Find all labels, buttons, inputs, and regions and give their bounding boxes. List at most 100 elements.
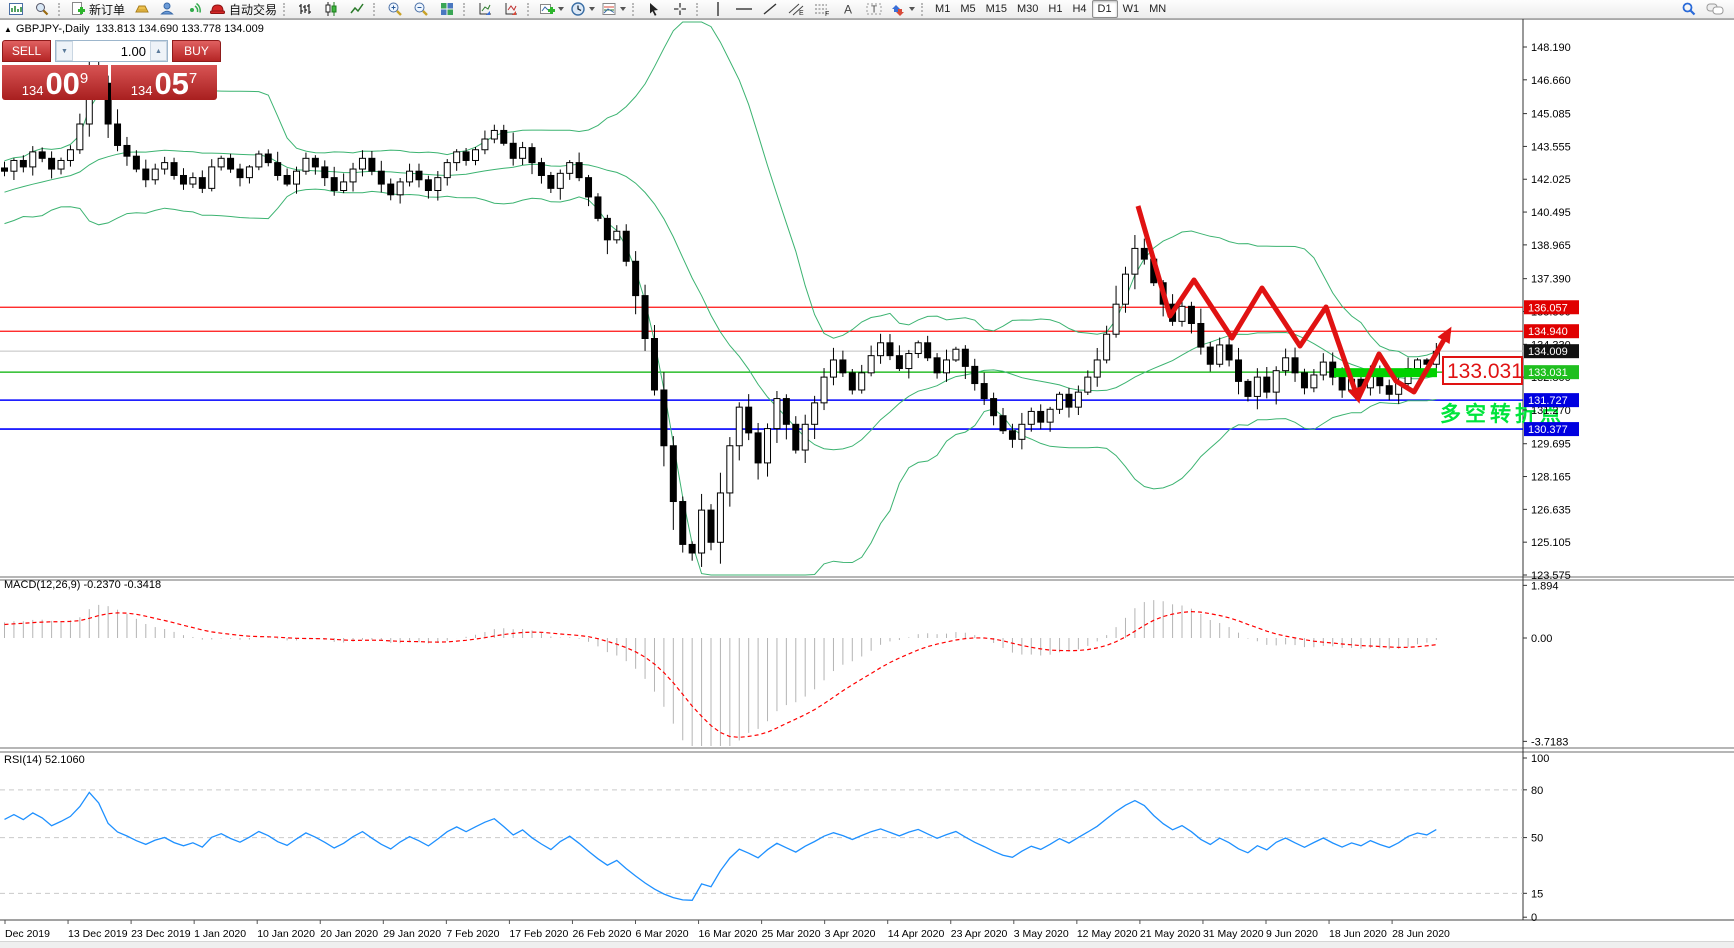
candle: [650, 338, 658, 391]
template-icon[interactable]: [598, 0, 629, 19]
trendline-tool-icon[interactable]: [757, 0, 783, 19]
candle: [1103, 333, 1111, 361]
horizontal-line-tool-icon[interactable]: [731, 0, 757, 19]
candle: [811, 402, 819, 425]
candlestick-chart-icon[interactable]: [318, 0, 344, 19]
indicator-subwindow-icon[interactable]: [498, 0, 524, 19]
tf-m15[interactable]: M15: [985, 3, 1007, 15]
candle: [519, 147, 527, 159]
candle: [792, 423, 800, 451]
price-badge-text: 130.377: [1528, 424, 1568, 436]
date-label: 17 Feb 2020: [509, 928, 568, 940]
candle: [66, 149, 74, 161]
tf-m5[interactable]: M5: [960, 3, 976, 15]
buy-price-figure: 134: [130, 83, 153, 98]
cursor-icon[interactable]: [641, 0, 667, 19]
tf-m1[interactable]: M1: [935, 3, 951, 15]
candle: [829, 359, 837, 378]
volume-up-button[interactable]: ▲: [150, 41, 167, 61]
zoom-out-icon[interactable]: [408, 0, 434, 19]
trend-zigzag-arrow-1[interactable]: [1135, 205, 1361, 404]
candle: [358, 157, 366, 170]
candle: [566, 162, 574, 174]
candle: [274, 162, 282, 176]
rsi-tick: 50: [1531, 833, 1543, 845]
tile-windows-icon[interactable]: [434, 0, 460, 19]
candle: [1178, 305, 1186, 322]
support-zone-bar[interactable]: [1334, 368, 1437, 378]
buy-price-point: 7: [188, 70, 198, 87]
candle: [914, 342, 922, 355]
candle: [123, 144, 131, 157]
tf-m30[interactable]: M30: [1017, 3, 1039, 15]
candle: [406, 170, 414, 183]
price-badge: [1524, 422, 1579, 437]
trend-zigzag-arrow-2[interactable]: [1355, 326, 1452, 401]
sell-price[interactable]: 134 00 9: [2, 65, 108, 100]
candle: [782, 398, 790, 425]
text-label-tool-icon[interactable]: T: [861, 0, 887, 19]
candle: [1272, 370, 1280, 393]
candle: [905, 353, 913, 370]
gold-icon[interactable]: [128, 0, 154, 19]
buy-button[interactable]: BUY: [172, 40, 221, 62]
fibonacci-tool-icon[interactable]: F: [809, 0, 835, 19]
add-indicator-icon[interactable]: [536, 0, 567, 19]
sell-price-figure: 134: [21, 83, 44, 98]
period-clock-icon[interactable]: [567, 0, 598, 19]
price-tag-box[interactable]: [1442, 356, 1523, 385]
buy-price[interactable]: 134 05 7: [111, 65, 217, 100]
tf-h1[interactable]: H1: [1048, 3, 1063, 15]
bar-chart-icon[interactable]: [292, 0, 318, 19]
tf-mn[interactable]: MN: [1149, 3, 1167, 15]
tf-w1[interactable]: W1: [1122, 3, 1140, 15]
rsi-tick: 100: [1531, 753, 1549, 765]
sell-button[interactable]: SELL: [2, 40, 51, 62]
community-icon[interactable]: [154, 0, 180, 19]
signals-icon[interactable]: [180, 0, 206, 19]
crosshair-icon[interactable]: [667, 0, 693, 19]
search-icon[interactable]: [1676, 0, 1702, 19]
volume-down-button[interactable]: ▼: [56, 41, 73, 61]
candle: [886, 342, 894, 357]
tf-d1[interactable]: D1: [1091, 0, 1118, 18]
candle: [1216, 344, 1224, 365]
vertical-line-tool-icon[interactable]: [705, 0, 731, 19]
date-label: 9 Jun 2020: [1266, 928, 1318, 940]
price-tick: 128.165: [1531, 472, 1571, 484]
line-chart-icon[interactable]: [344, 0, 370, 19]
price-badge-text: 133.031: [1528, 367, 1568, 379]
autotrading-button[interactable]: 自动交易: [206, 0, 280, 19]
candle: [641, 295, 649, 340]
date-label: 14 Apr 2020: [888, 928, 945, 940]
candle: [387, 183, 395, 196]
candle: [1187, 305, 1195, 324]
candle: [283, 174, 291, 185]
zoom-in-icon[interactable]: [382, 0, 408, 19]
candle: [1253, 376, 1261, 397]
candle: [396, 181, 404, 196]
indicator-window-icon[interactable]: [472, 0, 498, 19]
rsi-pane: [0, 789, 1523, 901]
candle: [622, 230, 630, 262]
dropdown-caret: [558, 7, 565, 11]
tf-h4[interactable]: H4: [1072, 3, 1087, 15]
preview-icon[interactable]: [29, 0, 55, 19]
chat-icon[interactable]: [1702, 0, 1728, 19]
new-order-button[interactable]: 新订单: [67, 0, 128, 19]
date-label: 23 Dec 2019: [131, 928, 191, 940]
candle: [971, 365, 979, 385]
date-label: 20 Jan 2020: [320, 928, 378, 940]
dropdown-caret: [909, 7, 916, 11]
arrows-tool-icon[interactable]: [887, 0, 918, 19]
equidistant-channel-tool-icon[interactable]: E: [783, 0, 809, 19]
text-tool-icon[interactable]: A: [835, 0, 861, 19]
charts-panel-icon[interactable]: [3, 0, 29, 19]
candle: [142, 168, 150, 181]
macd-indicator-label: MACD(12,26,9) -0.2370 -0.3418: [4, 579, 162, 591]
candle: [1338, 376, 1346, 391]
price-badge: [1524, 393, 1579, 408]
volume-input[interactable]: [73, 41, 150, 61]
bb-lower: [4, 188, 1437, 576]
